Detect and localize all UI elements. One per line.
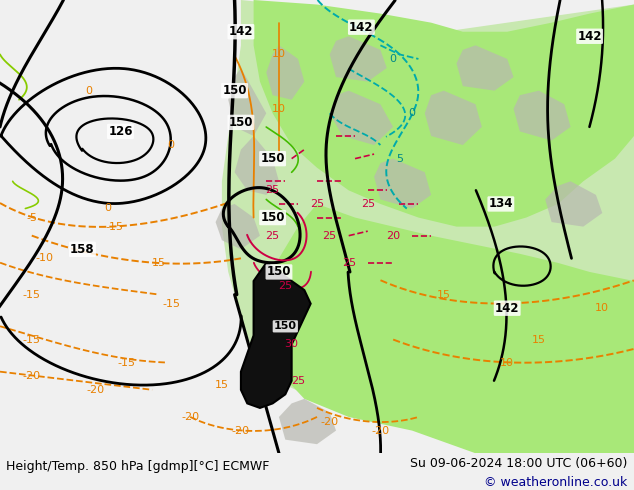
Text: -20: -20 <box>232 426 250 436</box>
Polygon shape <box>514 91 571 141</box>
Text: 0: 0 <box>389 54 397 64</box>
Text: Height/Temp. 850 hPa [gdmp][°C] ECMWF: Height/Temp. 850 hPa [gdmp][°C] ECMWF <box>6 460 269 473</box>
Polygon shape <box>235 136 279 195</box>
Text: 150: 150 <box>267 266 291 278</box>
Text: -15: -15 <box>105 221 123 232</box>
Text: 25: 25 <box>266 231 280 241</box>
Text: 10: 10 <box>272 104 286 114</box>
Text: 30: 30 <box>285 340 299 349</box>
Text: 134: 134 <box>489 197 513 211</box>
Text: 10: 10 <box>272 49 286 59</box>
Text: 15: 15 <box>152 258 165 268</box>
Text: 25: 25 <box>291 376 305 386</box>
Text: -5: -5 <box>26 213 37 222</box>
Text: 25: 25 <box>310 199 324 209</box>
Text: 142: 142 <box>495 302 519 315</box>
Text: 5: 5 <box>396 154 403 164</box>
Polygon shape <box>330 91 393 145</box>
Text: -20: -20 <box>86 385 104 395</box>
Text: 126: 126 <box>108 125 133 138</box>
Polygon shape <box>279 399 336 444</box>
Text: 142: 142 <box>229 25 253 38</box>
Polygon shape <box>222 0 634 453</box>
Polygon shape <box>216 204 260 249</box>
Text: 10: 10 <box>500 358 514 368</box>
Text: © weatheronline.co.uk: © weatheronline.co.uk <box>484 476 628 489</box>
Text: -10: -10 <box>36 253 53 263</box>
Text: 25: 25 <box>278 281 292 291</box>
Text: 25: 25 <box>361 199 375 209</box>
Polygon shape <box>425 91 482 145</box>
Text: -15: -15 <box>23 335 41 345</box>
Text: 150: 150 <box>223 84 247 97</box>
Polygon shape <box>266 204 634 453</box>
Text: 0: 0 <box>104 203 112 214</box>
Text: -15: -15 <box>162 299 180 309</box>
Text: -20: -20 <box>321 416 339 426</box>
Polygon shape <box>266 46 304 99</box>
Text: -15: -15 <box>118 358 136 368</box>
Polygon shape <box>374 159 431 209</box>
Text: -20: -20 <box>372 426 389 436</box>
Text: 15: 15 <box>532 335 546 345</box>
Polygon shape <box>254 0 634 226</box>
Polygon shape <box>330 36 387 82</box>
Text: Su 09-06-2024 18:00 UTC (06+60): Su 09-06-2024 18:00 UTC (06+60) <box>410 457 628 470</box>
Text: 25: 25 <box>323 231 337 241</box>
Text: -20: -20 <box>23 371 41 381</box>
Text: 150: 150 <box>261 152 285 165</box>
Text: 142: 142 <box>578 30 602 43</box>
Text: 25: 25 <box>342 258 356 268</box>
Text: -15: -15 <box>23 290 41 299</box>
Polygon shape <box>545 181 602 226</box>
Text: 150: 150 <box>229 116 253 129</box>
Polygon shape <box>228 68 266 136</box>
Text: 0: 0 <box>408 108 416 118</box>
Text: 20: 20 <box>386 231 400 241</box>
Text: 15: 15 <box>437 290 451 299</box>
Text: 158: 158 <box>70 243 94 256</box>
Text: 10: 10 <box>595 303 609 313</box>
Text: 150: 150 <box>274 321 297 331</box>
Text: 142: 142 <box>349 21 373 34</box>
Text: 25: 25 <box>266 185 280 196</box>
Polygon shape <box>241 263 311 408</box>
Text: 15: 15 <box>215 380 229 390</box>
Text: -20: -20 <box>181 412 199 422</box>
Text: 150: 150 <box>261 211 285 224</box>
Text: 0: 0 <box>167 140 175 150</box>
Polygon shape <box>456 46 514 91</box>
Text: 0: 0 <box>85 86 93 96</box>
